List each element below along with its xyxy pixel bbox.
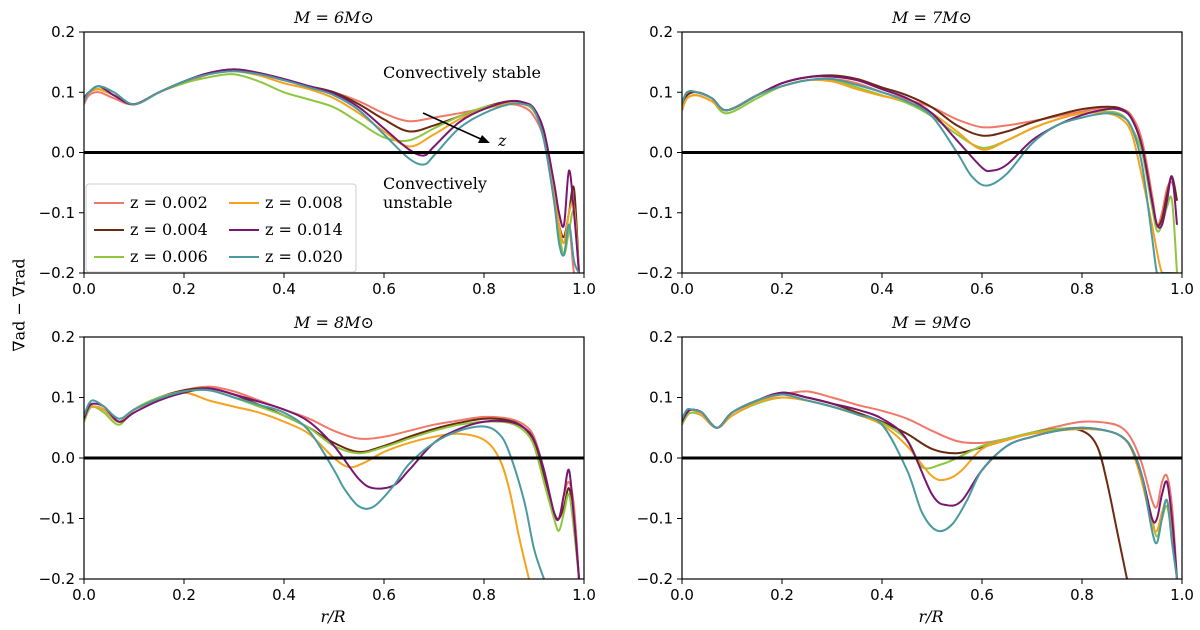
legend-label: z = 0.020 [265,247,343,266]
y-tick-label: 0.2 [649,328,673,346]
x-tick-label: 0.0 [72,280,96,298]
panel-3: M = 8M⊙ 0.0 0.2 0.4 0.6 0.8 1.0 0.2 0.1 0.0 −0.1 −0… [39,313,596,604]
y-tick-label: −0.2 [637,264,673,282]
x-tick-label: 0.2 [770,280,794,298]
y-tick-label: 0.1 [649,389,673,407]
x-tick-label: 0.2 [172,280,196,298]
panel-4: M = 9M⊙ 0.0 0.2 0.4 0.6 0.8 1.0 0.2 0.1 0.0 −0.1 −0… [637,313,1194,604]
x-tick-label: 0.4 [870,586,894,604]
panel-title: M = 8M⊙ [293,313,374,332]
series-line-2 [84,387,580,579]
x-tick-label: 0.0 [670,280,694,298]
panels-group: M = 6M⊙ 0.0 0.2 0.4 0.6 0.8 1.0 0.2 0.1 0.0 −0.1 −0… [39,8,1194,604]
y-tick-label: 0.2 [51,328,75,346]
y-tick-label: 0.0 [51,449,75,467]
x-tick-label: 0.6 [372,280,396,298]
legend-label: z = 0.002 [130,193,208,212]
y-tick-label: −0.1 [637,510,673,528]
annotation-arrow-label: z [497,131,507,150]
legend: z = 0.002 z = 0.004 z = 0.006 z = 0.008 z = … [85,183,357,273]
series-line-3 [682,78,1178,273]
series-group [84,385,580,579]
y-tick-label: −0.1 [39,510,75,528]
series-line-6 [84,70,580,273]
x-tick-label: 0.2 [172,586,196,604]
y-tick-label: −0.1 [637,204,673,222]
y-axis-label: ∇ad − ∇rad [10,258,29,351]
series-line-1 [84,385,580,579]
series-line-5 [682,391,1178,579]
x-tick-label: 0.6 [970,586,994,604]
x-tick-label: 0.0 [670,586,694,604]
x-tick-label: 0.4 [272,586,296,604]
y-tick-label: 0.2 [649,23,673,41]
x-tick-label: 1.0 [1170,586,1194,604]
y-tick-label: −0.2 [39,264,75,282]
x-tick-label: 0.2 [770,586,794,604]
annotation-unstable-line2: unstable [383,193,453,212]
arrow-z [422,112,490,143]
legend-label: z = 0.006 [130,247,208,266]
series-line-6 [84,388,545,579]
series-line-2 [682,391,1128,579]
series-group [682,390,1178,579]
y-tick-label: 0.2 [51,23,75,41]
x-tick-label: 0.8 [1070,586,1094,604]
x-tick-label: 1.0 [1170,280,1194,298]
x-axis-label-right: r/R [918,607,943,626]
annotation-unstable-line1: Convectively [383,174,487,193]
x-axis-label-left: r/R [320,607,345,626]
x-tick-label: 1.0 [572,586,596,604]
annotation-stable: Convectively stable [383,63,541,82]
series-group [682,74,1178,273]
series-group [84,68,580,273]
x-tick-label: 0.8 [472,586,496,604]
y-tick-label: 0.0 [649,144,673,162]
x-tick-label: 0.4 [272,280,296,298]
series-line-4 [682,396,1178,579]
y-tick-label: −0.1 [39,204,75,222]
series-line-6 [682,77,1172,273]
panel-2: M = 7M⊙ 0.0 0.2 0.4 0.6 0.8 1.0 0.2 0.1 0.0 −0.1 −0… [637,8,1194,298]
x-tick-label: 0.6 [372,586,396,604]
series-line-6 [682,393,1178,579]
series-line-5 [84,387,580,579]
panel-title: M = 7M⊙ [891,8,972,27]
y-tick-label: −0.2 [39,570,75,588]
x-tick-label: 0.8 [1070,280,1094,298]
legend-label: z = 0.014 [265,220,343,239]
y-tick-label: 0.1 [51,389,75,407]
series-line-1 [682,390,1178,579]
panel-title: M = 6M⊙ [293,8,374,27]
x-tick-label: 0.4 [870,280,894,298]
y-tick-label: 0.1 [649,83,673,101]
y-tick-label: 0.0 [51,144,75,162]
panel-1: M = 6M⊙ 0.0 0.2 0.4 0.6 0.8 1.0 0.2 0.1 0.0 −0.1 −0… [39,8,596,298]
legend-label: z = 0.004 [130,220,208,239]
legend-label: z = 0.008 [265,193,343,212]
y-tick-label: −0.2 [637,570,673,588]
x-tick-label: 1.0 [572,280,596,298]
y-tick-label: 0.1 [51,83,75,101]
x-tick-label: 0.8 [472,280,496,298]
panel-title: M = 9M⊙ [891,313,972,332]
x-tick-label: 0.0 [72,586,96,604]
x-tick-label: 0.6 [970,280,994,298]
y-tick-label: 0.0 [649,449,673,467]
